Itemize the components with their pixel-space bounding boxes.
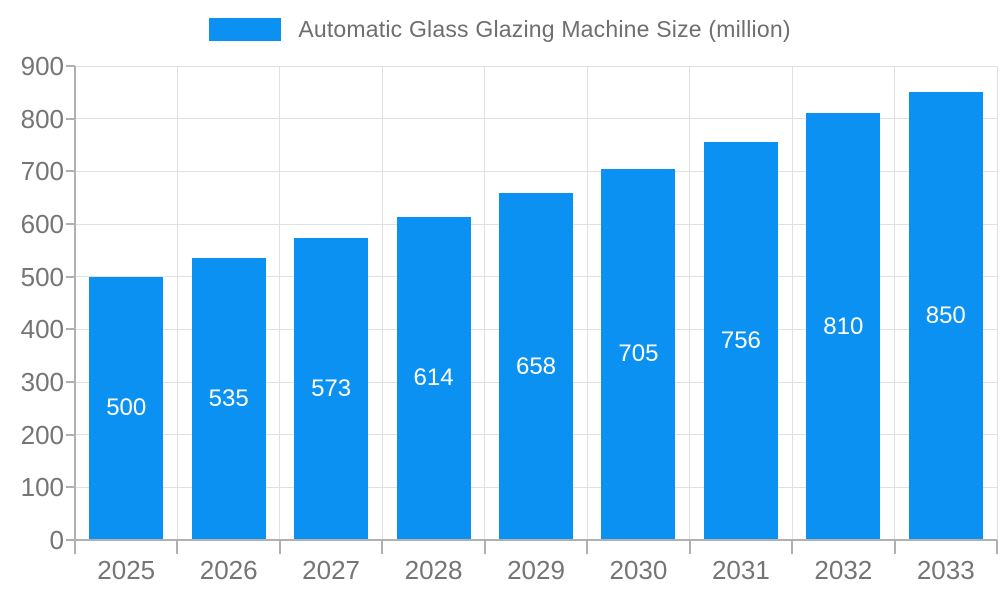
bar-value-label: 810 [823,312,864,340]
bar-value-label: 573 [311,375,352,403]
bar-value-label: 500 [106,394,147,422]
y-axis-label: 500 [20,261,64,292]
bar-2025[interactable]: 500 [89,276,164,540]
x-axis-tick [791,540,794,554]
y-axis-label: 800 [20,103,64,134]
h-gridline [75,170,997,172]
x-axis-label: 2026 [199,555,258,585]
bar-value-label: 658 [515,352,557,380]
v-gridline [894,66,896,540]
bar-value-label: 705 [618,340,659,368]
x-axis-tick [688,540,691,554]
y-axis-tick [66,433,75,436]
v-gridline [791,66,793,540]
y-axis-label: 0 [49,525,64,555]
y-axis-label: 100 [20,472,64,503]
y-axis-tick [66,170,75,173]
y-axis-label: 400 [20,314,64,345]
x-axis-label: 2029 [507,555,565,585]
bar-2030[interactable]: 705 [601,168,676,540]
bar-2032[interactable]: 810 [806,113,881,540]
v-gridline [381,66,383,540]
h-gridline [75,118,997,120]
y-axis-tick [66,117,75,120]
x-axis-tick [996,540,998,554]
y-axis-tick [66,539,75,541]
y-axis-label: 200 [20,419,64,450]
bar-2031[interactable]: 756 [703,141,778,540]
bar-value-label: 850 [925,302,966,330]
y-axis-label: 300 [20,367,64,397]
legend-swatch [209,18,282,41]
x-axis-tick [381,540,384,554]
x-axis-tick [586,540,589,554]
plot-area: 0 100 200 300 400 500 600 700 800 900 500 2025 535 20… [21,53,998,585]
y-axis-label: 900 [20,51,64,81]
y-axis-label: 600 [20,209,64,239]
v-gridline [176,66,178,540]
bar-value-label: 756 [720,326,761,354]
x-axis-line [66,539,997,541]
x-axis-label: 2027 [302,555,361,585]
legend-item[interactable]: Automatic Glass Glazing Machine Size (mi… [0,16,1000,43]
x-axis-label: 2033 [916,555,975,585]
x-axis-tick [483,540,486,554]
y-axis-tick [66,328,75,331]
x-axis-tick [176,540,179,554]
bar-2029[interactable]: 658 [499,193,573,540]
v-gridline [484,66,486,540]
v-gridline [586,66,588,540]
v-gridline [689,66,691,540]
x-axis-tick [278,540,281,554]
bar-2026[interactable]: 535 [191,258,266,540]
bar-value-label: 535 [208,385,249,413]
bar-2027[interactable]: 573 [294,238,369,540]
bar-2033[interactable]: 850 [908,92,983,540]
x-axis-label: 2028 [404,555,463,585]
x-axis-label: 2031 [711,555,770,585]
bar-2028[interactable]: 614 [396,216,471,540]
y-axis-tick [66,65,75,67]
v-gridline [279,66,281,540]
x-axis-label: 2032 [814,555,873,585]
y-axis-tick [66,275,75,278]
x-axis-tick [893,540,896,554]
v-gridline [996,66,998,540]
y-axis-label: 700 [20,156,64,187]
y-axis-line [74,66,76,553]
x-axis-label: 2025 [97,555,156,585]
h-gridline [75,65,997,67]
legend-label: Automatic Glass Glazing Machine Size (mi… [298,16,791,42]
x-axis-tick [74,540,76,554]
y-axis-tick [66,223,75,225]
x-axis-label: 2030 [609,555,668,585]
y-axis-tick [66,486,75,489]
bar-value-label: 614 [413,364,454,392]
y-axis-tick [66,381,75,383]
